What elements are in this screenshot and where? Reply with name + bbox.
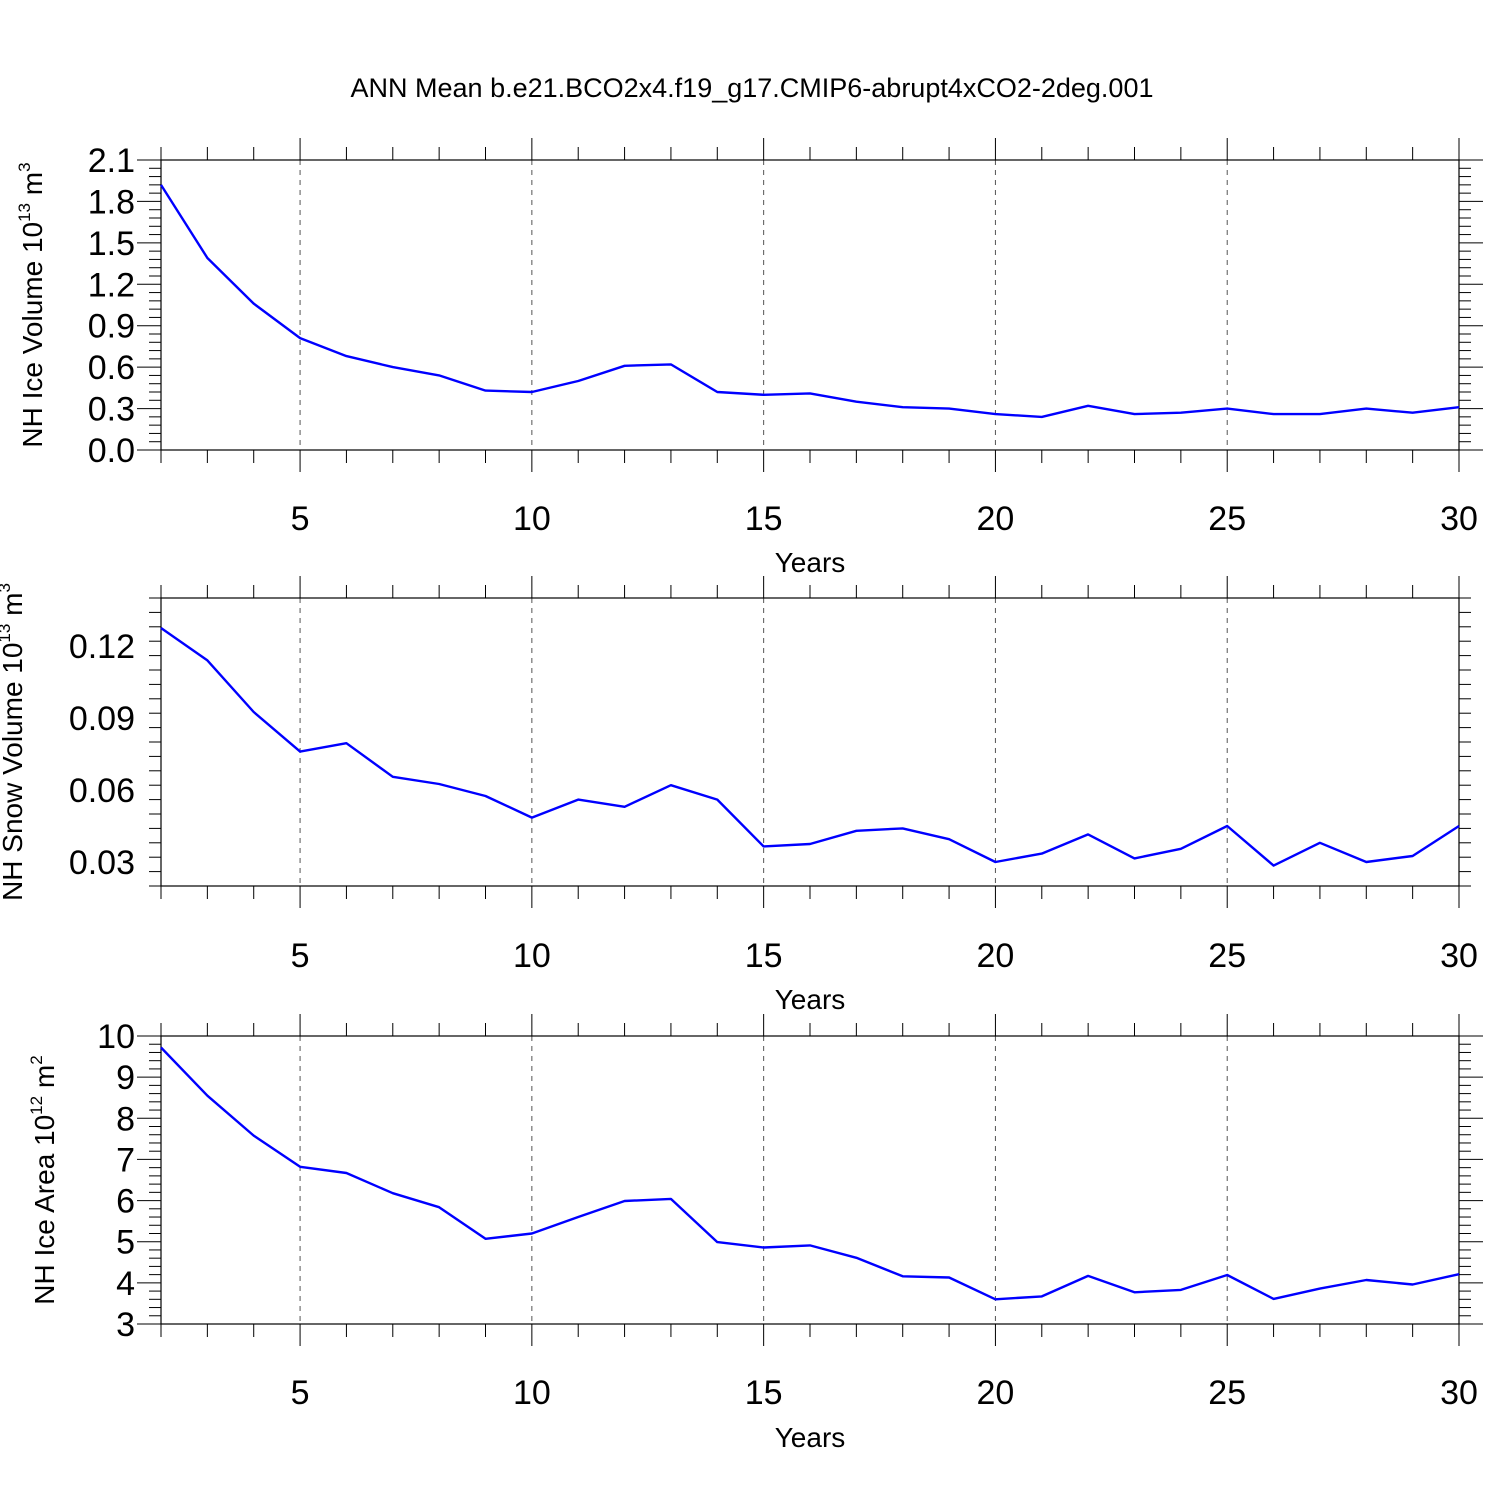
- y-tick-label: 0.0: [88, 432, 135, 470]
- x-tick-label: 30: [1440, 1374, 1478, 1412]
- y-tick-label: 8: [116, 1100, 135, 1138]
- y-tick-label: 0.09: [69, 700, 135, 738]
- y-tick-label: 9: [116, 1059, 135, 1097]
- x-tick-label: 25: [1208, 1374, 1246, 1412]
- x-axis-title: Years: [775, 1422, 846, 1453]
- y-tick-label: 3: [116, 1306, 135, 1344]
- y-tick-label: 2.1: [88, 142, 135, 180]
- x-tick-label: 25: [1208, 937, 1246, 975]
- x-tick-label: 15: [745, 500, 783, 538]
- x-tick-label: 30: [1440, 500, 1478, 538]
- series-line: [160, 1046, 1460, 1301]
- y-tick-label: 4: [116, 1265, 135, 1303]
- y-tick-label: 0.12: [69, 628, 135, 666]
- x-tick-label: 5: [291, 937, 310, 975]
- series-line: [159, 184, 1460, 419]
- x-tick-label: 15: [745, 937, 783, 975]
- x-tick-label: 20: [977, 500, 1015, 538]
- panel-nh-ice-volume: 5 10 15 20 25 30 0.00.3 0.60.9 1.21.5 1.82.1 Years…: [15, 138, 1483, 578]
- series-line: [160, 627, 1460, 867]
- y-axis-title: NH Ice Volume 1013 m3: [15, 162, 48, 447]
- y-tick-label: 5: [116, 1224, 135, 1262]
- plot-frame: [160, 159, 1460, 451]
- x-tick-label: 10: [513, 937, 551, 975]
- y-tick-label: 1.8: [88, 183, 135, 221]
- x-tick-label: 5: [291, 1374, 310, 1412]
- x-tick-label: 30: [1440, 937, 1478, 975]
- x-tick-label: 10: [513, 1374, 551, 1412]
- y-tick-label: 1.2: [88, 266, 135, 304]
- y-tick-label: 0.03: [69, 844, 135, 882]
- x-tick-label: 15: [745, 1374, 783, 1412]
- y-axis-title: NH Ice Area 1012 m2: [27, 1055, 60, 1304]
- x-tick-label: 5: [291, 500, 310, 538]
- y-tick-label: 0.6: [88, 349, 135, 387]
- x-axis-title: Years: [775, 984, 846, 1015]
- y-tick-label: 0.06: [69, 772, 135, 810]
- y-tick-label: 0.3: [88, 391, 135, 429]
- plot-frame: [160, 1035, 1460, 1325]
- y-tick-label: 10: [97, 1018, 135, 1056]
- y-tick-label: 7: [116, 1141, 135, 1179]
- y-tick-label: 6: [116, 1183, 135, 1221]
- chart-title: ANN Mean b.e21.BCO2x4.f19_g17.CMIP6-abru…: [351, 73, 1154, 103]
- panel-nh-snow-volume: 5 10 15 20 25 30 0.03 0.06 0.09 0.12 Years NH Snow …: [0, 576, 1478, 1015]
- y-tick-label: 1.5: [88, 225, 135, 263]
- y-axis-title: NH Snow Volume 1013 m3: [0, 583, 28, 901]
- y-tick-label: 0.9: [88, 308, 135, 346]
- x-tick-label: 10: [513, 500, 551, 538]
- x-tick-label: 25: [1208, 500, 1246, 538]
- x-axis-title: Years: [775, 547, 846, 578]
- x-tick-label: 20: [977, 937, 1015, 975]
- x-tick-label: 20: [977, 1374, 1015, 1412]
